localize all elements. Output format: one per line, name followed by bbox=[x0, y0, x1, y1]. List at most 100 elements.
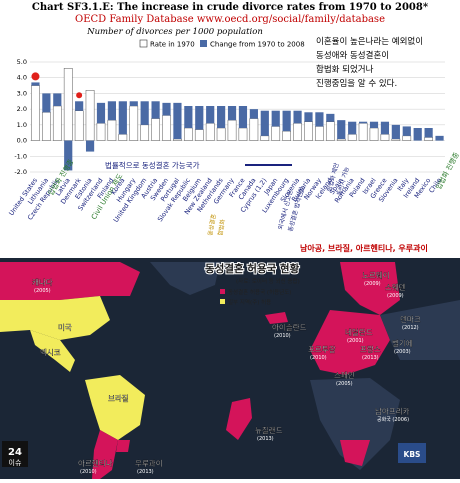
country-year: (2010) bbox=[274, 333, 291, 339]
red-marker bbox=[76, 92, 83, 99]
bar-change bbox=[118, 101, 127, 135]
country-label: 덴마크 bbox=[400, 315, 421, 324]
bar-change bbox=[151, 101, 160, 119]
bar-rate-1970 bbox=[194, 129, 204, 141]
country-year: (2013) bbox=[362, 355, 379, 361]
bar-change bbox=[64, 140, 73, 171]
country-year: (2010) bbox=[310, 355, 327, 361]
europe-shape bbox=[310, 310, 390, 375]
bar-change bbox=[42, 93, 51, 113]
country-label: 포르투갈 bbox=[308, 345, 336, 354]
y-tick-label: 2.0 bbox=[17, 105, 27, 113]
y-tick-label: -2.0 bbox=[14, 168, 27, 176]
bar-rate-1970 bbox=[140, 124, 150, 141]
korean-note-line-1: 이혼율이 높은나라는 예외없이 bbox=[316, 36, 423, 47]
country-label: 프랑스 bbox=[360, 345, 381, 354]
bars bbox=[31, 68, 444, 171]
bar-rate-1970 bbox=[227, 119, 237, 141]
bar-rate-1970 bbox=[151, 118, 160, 141]
bar-change bbox=[195, 106, 204, 130]
bar-change bbox=[358, 121, 368, 124]
y-tick-label: 5.0 bbox=[17, 58, 27, 66]
bar-rate-1970 bbox=[63, 68, 73, 141]
country-year: (2005) bbox=[34, 288, 51, 294]
country-label: 우루과이 bbox=[135, 458, 163, 468]
iceland-shape bbox=[265, 312, 288, 324]
bar-change bbox=[217, 106, 226, 128]
bar-change bbox=[162, 102, 171, 116]
scandinavia-shape bbox=[340, 262, 400, 315]
country-year: (2001) bbox=[347, 338, 364, 344]
korean-note-line-3: 합법화 되었거나 bbox=[316, 64, 374, 75]
bar-change bbox=[282, 110, 291, 132]
chart-title: Chart SF3.1.E: The increase in crude div… bbox=[32, 2, 429, 13]
red-marker bbox=[31, 72, 40, 81]
bar-change bbox=[369, 121, 379, 128]
bar-change bbox=[260, 110, 269, 136]
marker-label: 법률적으로 동성결혼 가능국가 bbox=[105, 160, 200, 170]
bar-change bbox=[348, 121, 357, 135]
y-tick-label: -1.0 bbox=[14, 152, 27, 160]
bar-rate-1970 bbox=[380, 134, 390, 141]
country-year: (2003) bbox=[394, 349, 411, 355]
bar-change bbox=[391, 124, 400, 139]
bar-rate-1970 bbox=[184, 127, 193, 141]
eastern-europe-shape bbox=[380, 300, 460, 360]
bar-change bbox=[107, 101, 117, 121]
badge-24 bbox=[2, 441, 28, 467]
country-label: 아르헨티나 bbox=[78, 458, 113, 468]
map-source: (자료: 로이터 등 외신 종합) bbox=[236, 277, 300, 285]
country-year: (2009) bbox=[387, 293, 404, 299]
mexico-shape bbox=[30, 330, 75, 372]
legend-label-1970: Rate in 1970 bbox=[150, 41, 195, 49]
bar-rate-1970 bbox=[173, 138, 182, 141]
bar-rate-1970 bbox=[31, 85, 40, 141]
bar-change bbox=[326, 113, 335, 122]
country-label: 멕시코 bbox=[40, 347, 61, 357]
bar-rate-1970 bbox=[129, 105, 139, 141]
bar-rate-1970 bbox=[391, 138, 401, 141]
bar-rate-1970 bbox=[336, 138, 346, 141]
country-year: (2013) bbox=[137, 469, 154, 475]
legend-swatch-change bbox=[200, 40, 207, 47]
canada-shape bbox=[0, 262, 140, 300]
badge-24-number: 24 bbox=[8, 447, 22, 458]
country-label: 벨기에 bbox=[392, 339, 413, 348]
uruguay-shape bbox=[116, 440, 130, 452]
korean-note-box bbox=[310, 32, 456, 94]
bar-rate-1970 bbox=[402, 135, 412, 141]
bar-rate-1970 bbox=[216, 127, 226, 141]
legend-label-change: Change from 1970 to 2008 bbox=[210, 41, 305, 49]
bar-change bbox=[413, 128, 422, 141]
bar-rate-1970 bbox=[85, 90, 95, 141]
bar-change bbox=[31, 82, 40, 86]
country-year: (2010) bbox=[80, 469, 97, 475]
bar-rate-1970 bbox=[205, 123, 215, 141]
bar-rate-1970 bbox=[107, 119, 117, 141]
country-label: 미국 bbox=[58, 323, 72, 332]
y-tick-label: 4.0 bbox=[17, 74, 27, 82]
new-zealand-shape bbox=[226, 398, 252, 440]
kbs-logo bbox=[398, 443, 426, 463]
bar-change bbox=[271, 110, 280, 127]
brazil-shape bbox=[85, 375, 145, 440]
y-tick-label: 0.0 bbox=[17, 137, 27, 145]
badge-24-label: 이슈 bbox=[9, 458, 22, 467]
bar-rate-1970 bbox=[249, 118, 259, 141]
bar-change bbox=[227, 106, 237, 121]
bar-rate-1970 bbox=[118, 134, 128, 141]
korean-note-line-2: 동성애와 동성결혼이 bbox=[316, 50, 389, 61]
annot-gay-marriage-2: 합법화 bbox=[216, 218, 227, 236]
usa-shape bbox=[0, 296, 110, 340]
bar-rate-1970 bbox=[238, 127, 248, 141]
bar-change bbox=[96, 102, 106, 124]
country-year: 공화국 (2006) bbox=[377, 417, 409, 423]
bar-change bbox=[304, 112, 313, 122]
country-label: 네덜란드 bbox=[345, 327, 373, 337]
map-title: 동성결혼 허용국 현황 bbox=[205, 262, 300, 275]
bar-rate-1970 bbox=[74, 110, 84, 141]
bar-change bbox=[173, 102, 182, 139]
bar-change bbox=[435, 135, 444, 141]
